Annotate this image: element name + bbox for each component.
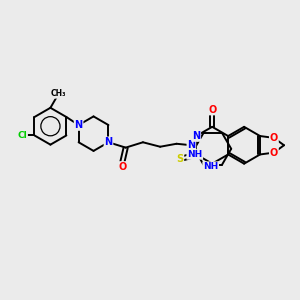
Text: S: S — [176, 154, 183, 164]
Text: N: N — [192, 131, 200, 141]
Text: N: N — [104, 137, 112, 147]
Text: O: O — [270, 148, 278, 158]
Text: O: O — [118, 162, 126, 172]
Text: Cl: Cl — [17, 131, 27, 140]
Text: O: O — [208, 105, 216, 115]
Text: NH: NH — [203, 162, 218, 171]
Text: NH: NH — [187, 150, 202, 159]
Text: N: N — [187, 140, 195, 150]
Text: CH₃: CH₃ — [51, 89, 67, 98]
Text: N: N — [74, 120, 83, 130]
Text: O: O — [270, 133, 278, 143]
